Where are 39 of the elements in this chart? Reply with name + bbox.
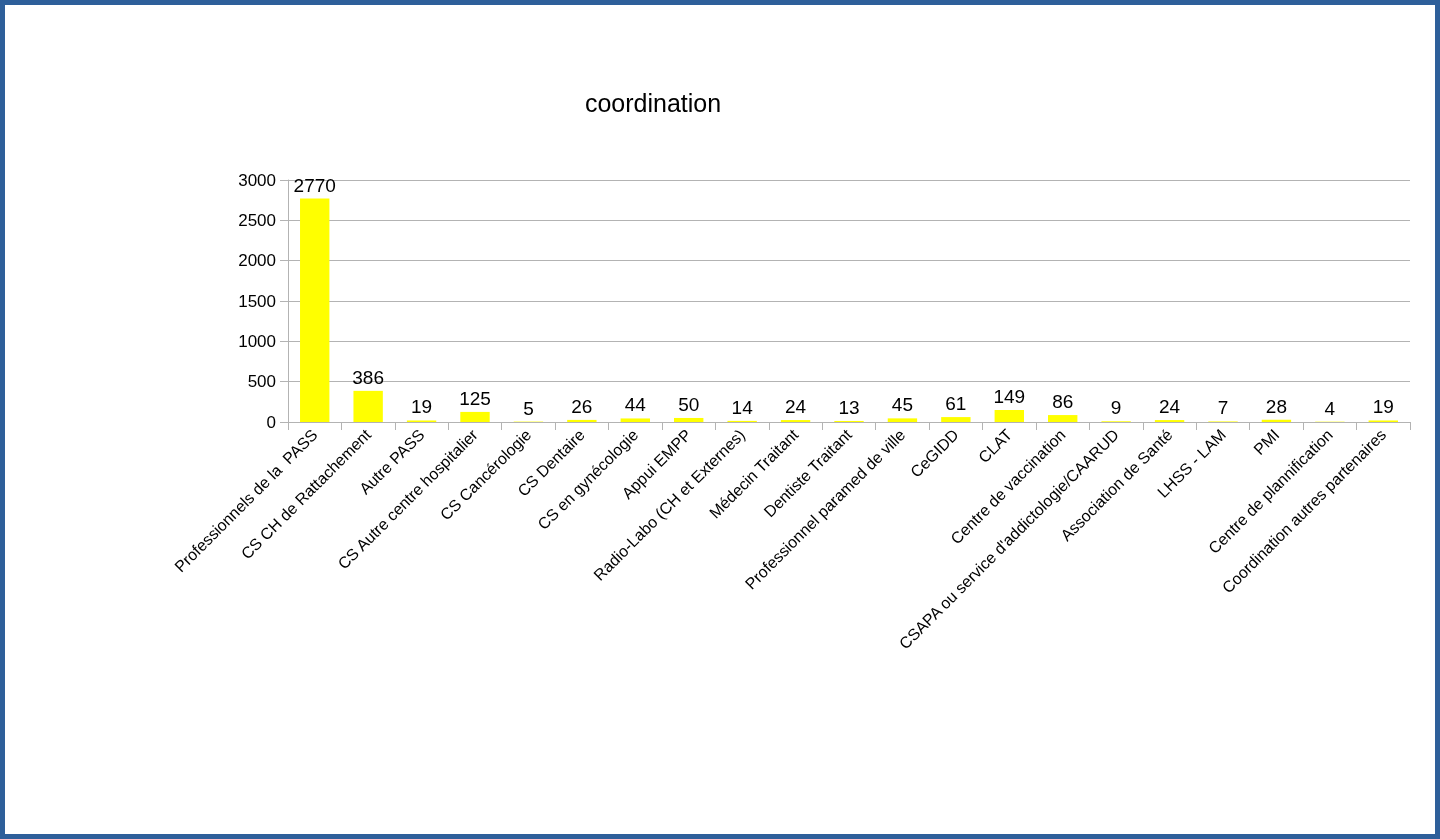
data-label: 13 xyxy=(838,396,860,418)
y-tick-label: 1000 xyxy=(238,331,276,351)
bar xyxy=(353,390,383,422)
data-label: 4 xyxy=(1324,397,1336,419)
bar xyxy=(567,419,597,422)
y-tick-label: 3000 xyxy=(238,170,276,190)
y-tick-label: 1500 xyxy=(238,291,276,311)
data-label: 19 xyxy=(411,396,433,418)
data-label: 26 xyxy=(571,395,593,417)
bar xyxy=(620,418,650,422)
chart-title: coordination xyxy=(584,88,722,117)
data-label: 2770 xyxy=(293,174,336,196)
data-label: 24 xyxy=(785,396,807,418)
bar xyxy=(300,198,330,422)
y-tick-label: 2000 xyxy=(238,251,276,271)
data-label: 44 xyxy=(624,394,647,416)
data-label: 50 xyxy=(678,393,700,415)
y-tick-label: 0 xyxy=(266,412,276,432)
bar xyxy=(1048,415,1078,422)
data-label: 125 xyxy=(459,387,491,409)
data-label: 61 xyxy=(945,393,967,415)
data-label: 9 xyxy=(1110,397,1122,419)
bar xyxy=(887,418,918,422)
bar xyxy=(994,409,1024,422)
data-label: 28 xyxy=(1265,395,1287,417)
data-label: 7 xyxy=(1217,397,1229,419)
bar xyxy=(460,411,490,422)
data-label: 149 xyxy=(993,385,1026,407)
y-tick-label: 500 xyxy=(247,372,276,392)
data-label: 45 xyxy=(891,394,913,416)
data-label: 5 xyxy=(523,397,534,419)
data-label: 86 xyxy=(1052,391,1074,413)
data-label: 14 xyxy=(731,396,754,418)
data-label: 19 xyxy=(1372,396,1394,418)
data-label: 386 xyxy=(352,366,384,388)
bar xyxy=(941,417,971,422)
data-label: 24 xyxy=(1159,396,1181,418)
y-tick-label: 2500 xyxy=(238,210,276,230)
bar xyxy=(674,417,704,422)
